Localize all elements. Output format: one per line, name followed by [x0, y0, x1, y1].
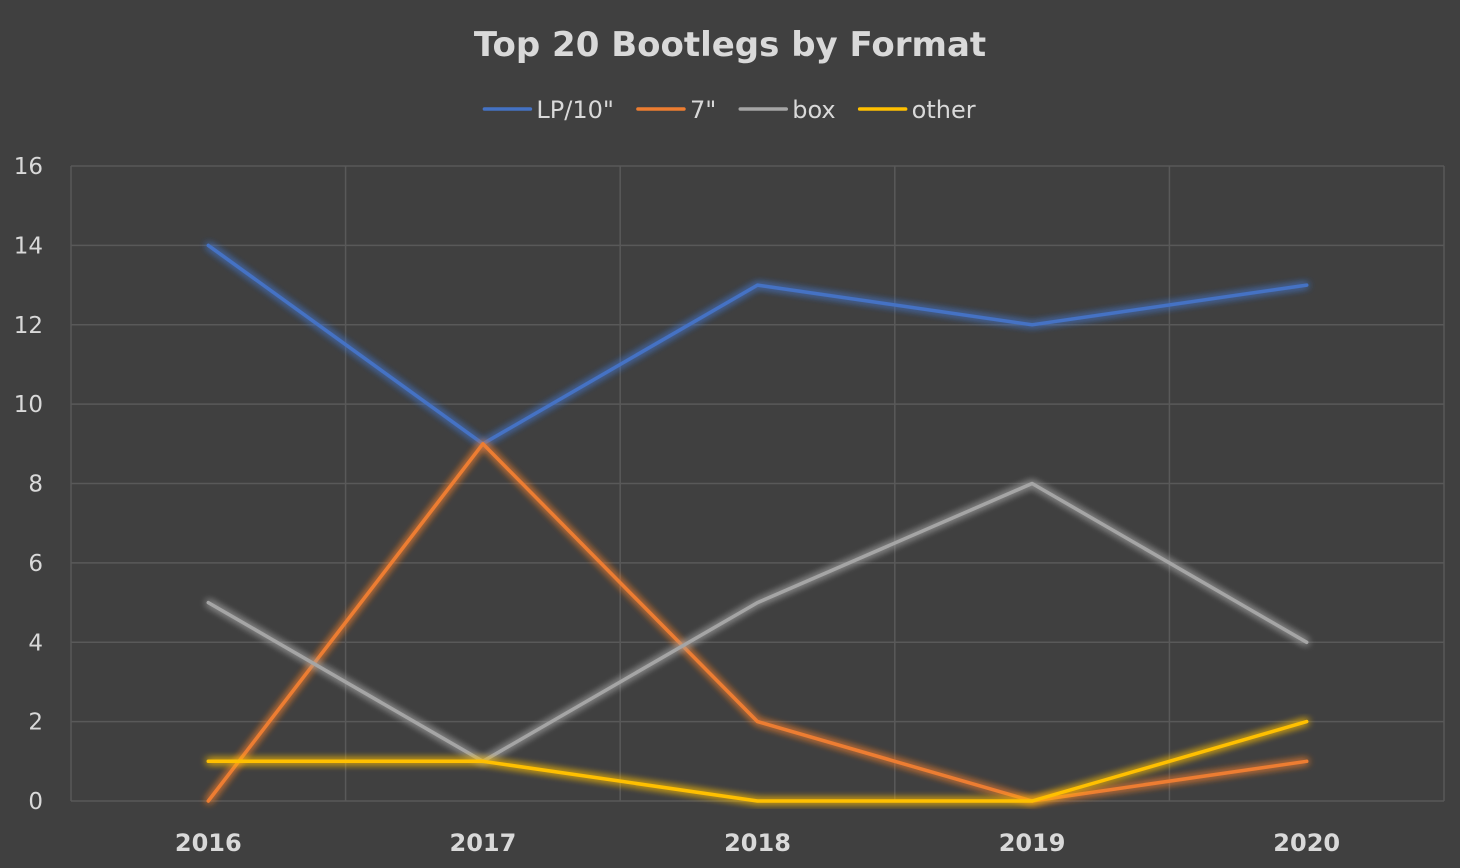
- data-point: [1305, 720, 1309, 724]
- x-tick-label: 2017: [450, 829, 517, 857]
- y-tick-label: 8: [28, 472, 43, 498]
- data-point: [1305, 640, 1309, 644]
- data-point: [756, 799, 759, 803]
- legend: LP/10" 7" box other: [482, 96, 976, 124]
- x-tick-label: 2019: [999, 829, 1066, 857]
- y-tick-label: 16: [14, 154, 43, 180]
- y-tick-label: 6: [28, 551, 43, 577]
- legend-label: other: [912, 96, 976, 124]
- data-point: [756, 601, 759, 605]
- legend-label: LP/10": [536, 96, 614, 124]
- x-axis: 2016 2017 2018 2019 2020: [175, 829, 1340, 857]
- data-point: [206, 759, 210, 763]
- data-point: [206, 243, 210, 247]
- y-tick-label: 10: [14, 392, 43, 418]
- y-tick-label: 2: [28, 710, 43, 736]
- data-point: [206, 601, 210, 605]
- data-point: [206, 799, 210, 803]
- data-point: [481, 759, 485, 763]
- x-tick-label: 2020: [1273, 829, 1340, 857]
- x-tick-label: 2016: [175, 829, 242, 857]
- data-point: [1030, 799, 1034, 803]
- legend-label: 7": [690, 96, 716, 124]
- data-point: [481, 442, 485, 446]
- y-tick-label: 0: [28, 789, 43, 815]
- data-point: [756, 720, 759, 724]
- data-point: [756, 283, 759, 287]
- data-point: [1030, 482, 1034, 485]
- x-tick-label: 2018: [724, 829, 791, 857]
- data-point: [1305, 283, 1309, 287]
- data-point: [1030, 323, 1034, 327]
- y-tick-label: 4: [28, 630, 43, 656]
- y-axis: 0 2 4 6 8 10 12 14 16: [14, 154, 43, 815]
- data-point: [1305, 759, 1309, 763]
- series-lines: [206, 243, 1309, 803]
- y-tick-label: 12: [14, 313, 43, 339]
- legend-label: box: [792, 96, 835, 124]
- y-tick-label: 14: [14, 233, 43, 259]
- chart-title: Top 20 Bootlegs by Format: [474, 25, 986, 65]
